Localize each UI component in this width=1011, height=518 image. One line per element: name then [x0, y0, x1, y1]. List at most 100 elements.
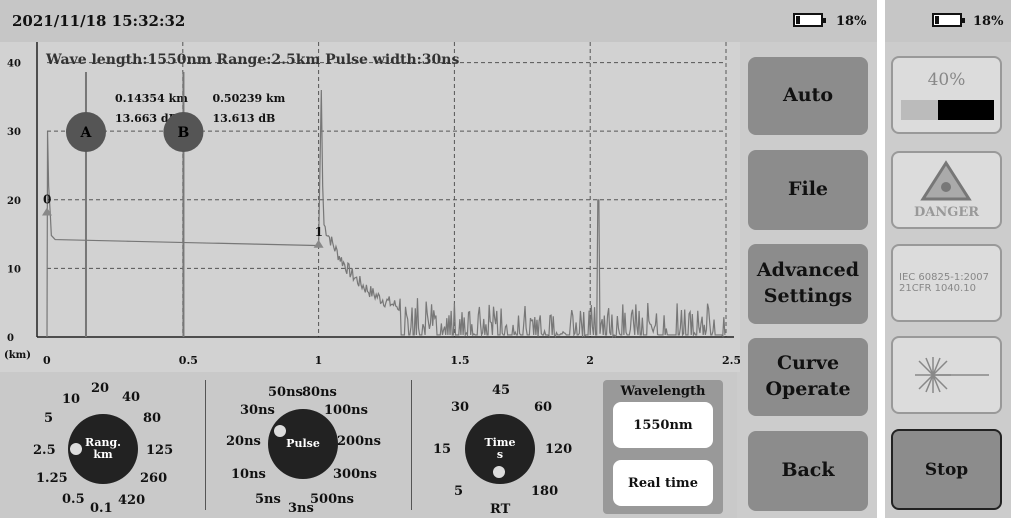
range-dial-knob [70, 443, 82, 455]
trace-chart: A 0.14354 km 13.663 dBB 0.50239 km 13.613 dB… [4, 42, 740, 367]
range-dial[interactable]: Rang. km [68, 414, 138, 484]
range-dial-unit: km [93, 448, 113, 461]
event-marker [313, 239, 324, 248]
time-option[interactable]: 30 [451, 400, 470, 415]
y-tick-label: 40 [7, 59, 21, 70]
time-option[interactable]: 120 [545, 442, 573, 457]
file-button[interactable]: File [748, 150, 868, 230]
range-option[interactable]: 20 [91, 381, 110, 396]
power-bar [901, 100, 994, 120]
trace-line [46, 90, 726, 338]
measure-mode-select[interactable]: Real time [613, 460, 713, 506]
range-option[interactable]: 125 [146, 443, 174, 458]
time-option[interactable]: 45 [492, 383, 511, 398]
range-option[interactable]: 1.25 [36, 471, 68, 486]
y-tick-label: 0 [7, 333, 14, 344]
pulse-option[interactable]: 5ns [255, 492, 281, 507]
laser-burst-icon [915, 357, 989, 393]
wavelength-select[interactable]: 1550nm [613, 402, 713, 448]
time-dial-unit: s [496, 448, 504, 461]
pulse-dial[interactable]: Pulse [268, 409, 338, 479]
x-unit-label: (km) [4, 350, 31, 361]
range-option[interactable]: 40 [122, 390, 141, 405]
x-tick-label: 2 [586, 354, 594, 367]
event-label: 1 [315, 225, 323, 239]
time-dial-knob [493, 466, 505, 478]
auto-button[interactable]: Auto [748, 57, 868, 135]
range-option[interactable]: 10 [62, 392, 81, 407]
divider [411, 380, 412, 510]
time-option[interactable]: 15 [433, 442, 452, 457]
range-option[interactable]: 260 [140, 471, 168, 486]
y-tick-label: 30 [7, 127, 21, 138]
time-option[interactable]: 180 [531, 484, 559, 499]
pulse-option[interactable]: 500ns [310, 492, 354, 507]
battery-percent: 18% [973, 14, 1004, 29]
pulse-option[interactable]: 50ns [268, 385, 303, 400]
pulse-dial-label: Pulse [286, 437, 320, 451]
iec-standard: IEC 60825-1:2007 [899, 272, 990, 283]
pulse-option[interactable]: 10ns [231, 467, 266, 482]
back-button[interactable]: Back [748, 431, 868, 511]
time-option[interactable]: 5 [454, 484, 464, 499]
x-tick-label: 1 [315, 354, 323, 367]
otdr-trace-graph[interactable]: A 0.14354 km 13.663 dB B 0.50239 km 13.613 dB… [0, 42, 740, 372]
curve-operate-button[interactable]: Curve Operate [748, 338, 868, 416]
wavelength-panel: Wavelength 1550nm Real time [603, 380, 723, 514]
trace-info: Wave length:1550nm Range:2.5km Pulse wid… [46, 52, 460, 68]
time-option[interactable]: 60 [534, 400, 553, 415]
y-tick-label: 10 [7, 264, 21, 275]
stop-label: Stop [924, 459, 969, 480]
range-option[interactable]: 0.5 [62, 492, 85, 507]
cursor-b-label: B [178, 125, 190, 141]
x-tick-label: 0 [43, 354, 51, 367]
side-status-bar: 18% [885, 0, 1011, 42]
pulse-option[interactable]: 20ns [226, 434, 261, 449]
laser-warning-icon [920, 160, 972, 201]
danger-label: DANGER [913, 205, 980, 220]
range-option[interactable]: 5 [44, 411, 54, 426]
range-option[interactable]: 420 [118, 493, 146, 508]
x-tick-label: 0.5 [179, 354, 198, 367]
advanced-settings-button[interactable]: Advanced Settings [748, 244, 868, 324]
cursor-a-handle [65, 112, 106, 152]
laser-power-indicator: 40% [891, 56, 1002, 134]
time-dial[interactable]: Time s [465, 414, 535, 484]
x-tick-label: 2.5 [722, 354, 740, 367]
wavelength-title: Wavelength [620, 384, 706, 399]
pulse-option[interactable]: 100ns [324, 403, 368, 418]
battery-icon [793, 13, 826, 27]
pulse-option[interactable]: 300ns [333, 467, 377, 482]
y-tick-label: 20 [7, 196, 21, 207]
battery-icon [932, 13, 965, 27]
power-bar-fill [938, 100, 994, 120]
datetime: 2021/11/18 15:32:32 [12, 12, 186, 30]
cursor-b-loss: 13.613 dB [212, 112, 275, 125]
range-dial-label: Rang. [84, 436, 122, 450]
range-option[interactable]: 2.5 [33, 443, 56, 458]
cfr-standard: 21CFR 1040.10 [899, 283, 976, 294]
divider [205, 380, 206, 510]
event-marker [42, 207, 52, 216]
power-percent: 40% [927, 70, 966, 90]
stop-button[interactable]: Stop [891, 429, 1002, 510]
danger-warning: DANGER [891, 151, 1002, 229]
range-option[interactable]: 0.1 [90, 501, 113, 516]
time-dial-label: Time [484, 436, 516, 450]
pulse-dial-knob [274, 425, 286, 437]
status-bar: 2021/11/18 15:32:32 18% [0, 0, 877, 42]
cursor-a-distance: 0.14354 km [115, 92, 188, 105]
cursor-b-handle [163, 112, 204, 152]
laser-emission-button[interactable] [891, 336, 1002, 414]
time-option[interactable]: RT [490, 502, 511, 517]
cursor-b-distance: 0.50239 km [212, 92, 285, 105]
cursor-a-loss: 13.663 dB [115, 112, 178, 125]
pulse-option[interactable]: 80ns [302, 385, 337, 400]
pulse-option[interactable]: 30ns [240, 403, 275, 418]
compliance-label: IEC 60825-1:2007 21CFR 1040.10 [891, 244, 1002, 322]
cursor-a-label: A [80, 125, 93, 141]
pulse-option[interactable]: 200ns [337, 434, 381, 449]
pulse-option[interactable]: 3ns [288, 501, 314, 516]
range-option[interactable]: 80 [143, 411, 162, 426]
battery-percent: 18% [836, 14, 867, 29]
